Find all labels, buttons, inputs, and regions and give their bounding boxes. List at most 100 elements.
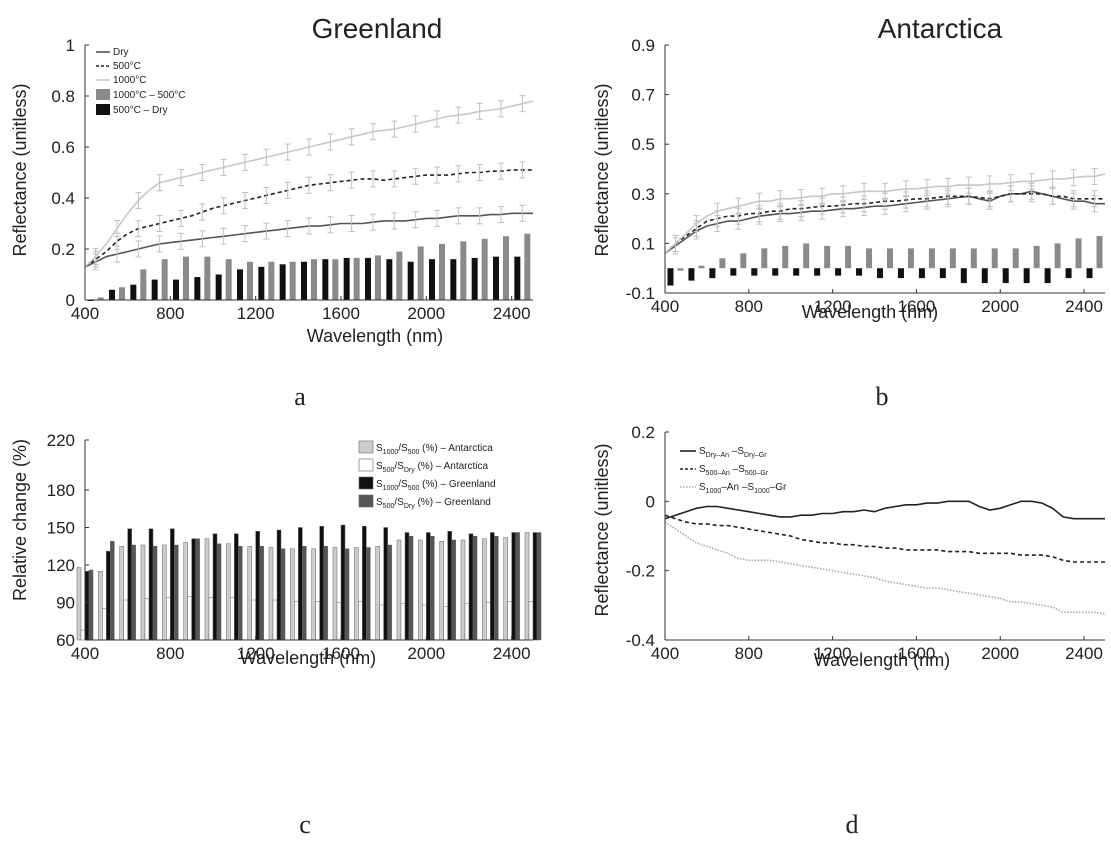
chart_data.1-xtick-label: 1200 (814, 297, 852, 316)
chart_data.3-xtick-label: 2400 (1065, 644, 1103, 663)
panel-c-bar (298, 527, 303, 641)
panel-a-bar (353, 257, 360, 300)
chart_data.2-xtick-label: 800 (156, 644, 184, 663)
legend-c-2: S500/SDry (%) – Antarctica (376, 461, 489, 474)
chart_data.2-ytick-label: 60 (56, 631, 75, 650)
panel-b-bar (877, 268, 883, 279)
chart_data.0-xtick-label: 2000 (407, 304, 445, 323)
panel-a-bar (365, 257, 371, 300)
panel-b-bar (1023, 268, 1030, 284)
panel-a-bar (481, 238, 488, 300)
panel-a-bar (396, 251, 403, 300)
panel-c-bar (375, 546, 380, 641)
chart_data.2-ytick-label: 220 (47, 431, 75, 450)
panel-c-bar (102, 608, 107, 641)
panel-c-ylabel: Relative change (%) (10, 439, 30, 601)
panel-c-bar (88, 569, 94, 641)
panel-a-bar (194, 277, 201, 300)
panel-c-bar (127, 528, 132, 641)
legend-a-dry: Dry (113, 47, 129, 58)
panel-c-letter: c (299, 810, 311, 839)
panel-a-bar (439, 243, 445, 300)
legend-a-1000: 1000°C (113, 75, 146, 86)
panel-c-bar (408, 536, 414, 641)
panel-c-bar (110, 541, 115, 641)
panel-c-bar (490, 532, 495, 641)
panel-c-bar (247, 546, 252, 641)
panel-c-bar (183, 542, 188, 641)
legend-a-diff2-swatch (96, 104, 110, 115)
panel-b-bar (1002, 268, 1009, 284)
chart_data.1-xtick-label: 400 (651, 297, 679, 316)
legend-d-3: S1000–An –S1000–Gr (699, 482, 787, 495)
panel-b-bar (1096, 235, 1103, 269)
panel-c-bar (191, 538, 196, 641)
panel-a-plot: 400 800 1200 1600 2000 2400 0 0.2 0.4 0.6 0.8 1 (51, 36, 534, 323)
panel-d-ylabel: Reflectance (unitless) (592, 443, 612, 616)
panel-c-bar (362, 526, 367, 641)
panel-b-bar (835, 268, 842, 276)
panel-c-bar (272, 599, 278, 641)
panel-a-legend: Dry 500°C 1000°C 1000°C – 500°C 500°C – … (96, 47, 186, 116)
panel-c-bar (80, 629, 86, 641)
legend-a-500: 500°C (113, 61, 141, 72)
panel-b-bar (688, 268, 695, 281)
panel-b-bar (677, 268, 684, 271)
chart_data.1-ytick-label: -0.1 (626, 284, 655, 303)
panel-d: Wavelength (nm) Reflectance (unitless) d… (592, 423, 1106, 839)
chart_data.1-ytick-label: 0.5 (631, 135, 655, 154)
panel-a-bar (109, 289, 115, 300)
panel-c-bar (344, 548, 350, 641)
panel-b-bar (970, 248, 977, 269)
panel-a-bar (450, 259, 457, 300)
chart_data.0-xtick-label: 1600 (322, 304, 360, 323)
panel-b-bar (991, 248, 998, 269)
panel-a-bar (215, 274, 222, 300)
panel-c-bar (148, 528, 154, 641)
panel-c-bar (507, 601, 512, 641)
chart_data.3-xtick-label: 1600 (898, 644, 936, 663)
chart_data.3-ytick-label: 0.2 (631, 423, 655, 442)
panel-a-bar (417, 246, 424, 300)
panel-c-bar (280, 548, 286, 641)
panel-a-xlabel: Wavelength (nm) (307, 326, 443, 346)
panel-c-bar (430, 536, 435, 641)
panel-b-bar (782, 245, 789, 269)
panel-b-bar (1065, 268, 1072, 279)
panel-a-bar (97, 297, 104, 300)
panel-c: Wavelength (nm) Relative change (%) c 40… (10, 431, 542, 839)
panel-c-bar (319, 526, 324, 641)
panel-c-bar (204, 538, 210, 641)
panel-b-bar (907, 248, 914, 269)
panel-b-letter: b (876, 382, 889, 411)
chart_data.2-xtick-label: 1600 (322, 644, 360, 663)
legend-c-4: S500/SDry (%) – Greenland (376, 497, 491, 510)
legend-c-1: S1000/S500 (%) – Antarctica (376, 443, 493, 456)
chart_data.0-xtick-label: 400 (71, 304, 99, 323)
panel-a-bar (161, 259, 168, 300)
panel-b-bar (793, 268, 800, 276)
panel-a-bar (279, 264, 286, 300)
chart_data.0-xtick-label: 2400 (493, 304, 531, 323)
chart_data.3-ytick-label: 0 (646, 492, 655, 511)
chart_data.3-xtick-label: 400 (651, 644, 679, 663)
panel-b-bar (1033, 245, 1040, 269)
panel-c-bar (162, 544, 167, 641)
panel-a-bar (225, 259, 232, 300)
panel-b-bar (667, 268, 674, 286)
panel-a-bar (183, 256, 189, 300)
panel-b: Antarctica Wavelength (nm) Reflectance (… (592, 13, 1106, 411)
legend-c-3: S1000/S500 (%) – Greenland (376, 479, 496, 492)
panel-c-bar (98, 571, 103, 641)
panel-c-bar (468, 533, 474, 641)
legend-c-4-swatch (358, 494, 374, 508)
panel-c-bar (340, 524, 346, 641)
chart_data.1-xtick-label: 800 (735, 297, 763, 316)
panel-c-bar (447, 531, 452, 641)
panel-c-bar (426, 532, 431, 641)
panel-c-bar (486, 602, 491, 641)
panel-c-bar (106, 551, 111, 641)
panel-c-bar (358, 601, 363, 641)
panel-a-bar (386, 259, 393, 300)
